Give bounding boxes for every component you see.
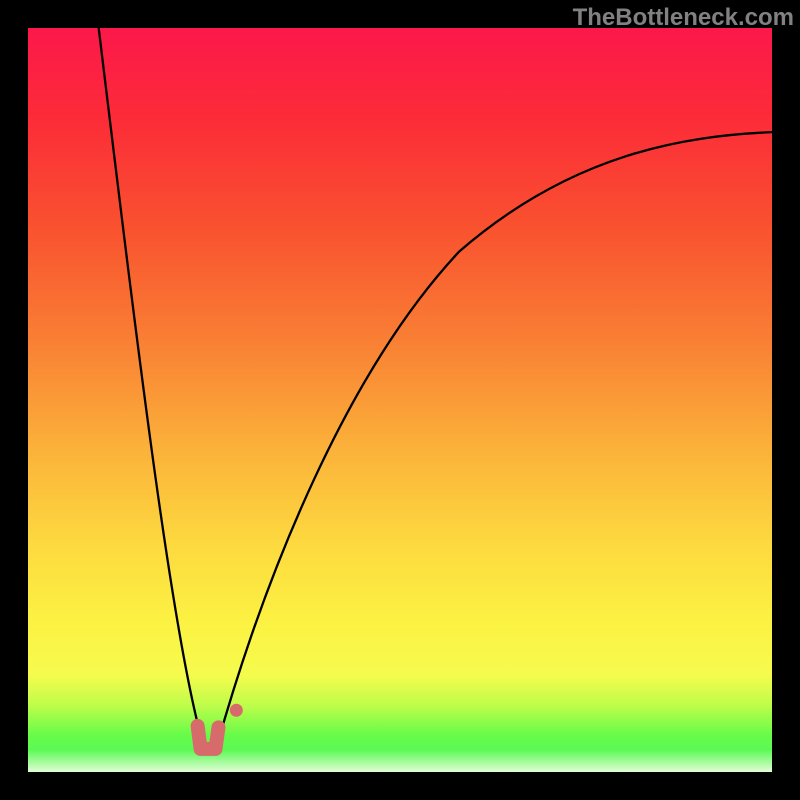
cusp-highlight-dot [230, 704, 243, 717]
chart-container: TheBottleneck.com [0, 0, 800, 800]
gradient-background [28, 28, 772, 772]
watermark-text: TheBottleneck.com [573, 4, 794, 32]
bottleneck-curve-chart [28, 28, 772, 772]
plot-area [28, 28, 772, 772]
